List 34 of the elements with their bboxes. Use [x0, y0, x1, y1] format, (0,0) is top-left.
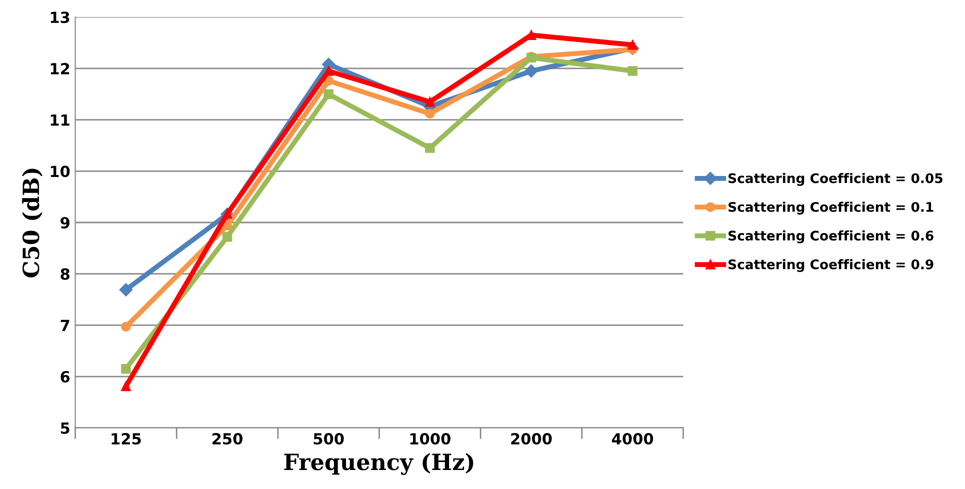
point	[524, 64, 538, 78]
point	[628, 40, 638, 50]
x-tick-label: 1000	[410, 433, 450, 445]
y-tick-label: 13	[50, 12, 70, 24]
legend-label: Scattering Coefficient = 0.1	[728, 202, 934, 215]
y-tick-label: 7	[60, 320, 70, 331]
y-axis-title: C50 (dB)	[22, 168, 42, 278]
y-tick-label: 6	[60, 371, 70, 383]
x-tick-label: 125	[112, 433, 141, 445]
y-tick-label: 5	[60, 422, 70, 434]
y-tick-label: 10	[50, 166, 70, 178]
point	[222, 232, 232, 242]
point	[324, 66, 334, 76]
point	[121, 381, 131, 392]
x-tick-label: 4000	[612, 433, 654, 445]
point	[121, 322, 131, 332]
point	[121, 364, 131, 374]
legend-label: Scattering Coefficient = 0.05	[728, 173, 942, 186]
point	[628, 66, 638, 76]
point	[324, 89, 334, 99]
point	[425, 143, 435, 153]
y-tick-label: 12	[50, 62, 70, 74]
legend-label: Scattering Coefficient = 0.9	[728, 259, 934, 272]
x-axis-title: Frequency (Hz)	[284, 453, 474, 475]
point	[119, 283, 133, 296]
x-tick-label: 2000	[511, 433, 552, 445]
y-tick-label: 9	[60, 216, 70, 229]
y-tick-label: 11	[50, 114, 70, 126]
point	[425, 96, 435, 107]
legend-label: Scattering Coefficient = 0.6	[728, 230, 934, 244]
y-tick-label: 8	[60, 268, 70, 280]
x-tick-label: 250	[212, 433, 242, 445]
point	[425, 108, 435, 119]
x-tick-label: 500	[314, 433, 344, 445]
